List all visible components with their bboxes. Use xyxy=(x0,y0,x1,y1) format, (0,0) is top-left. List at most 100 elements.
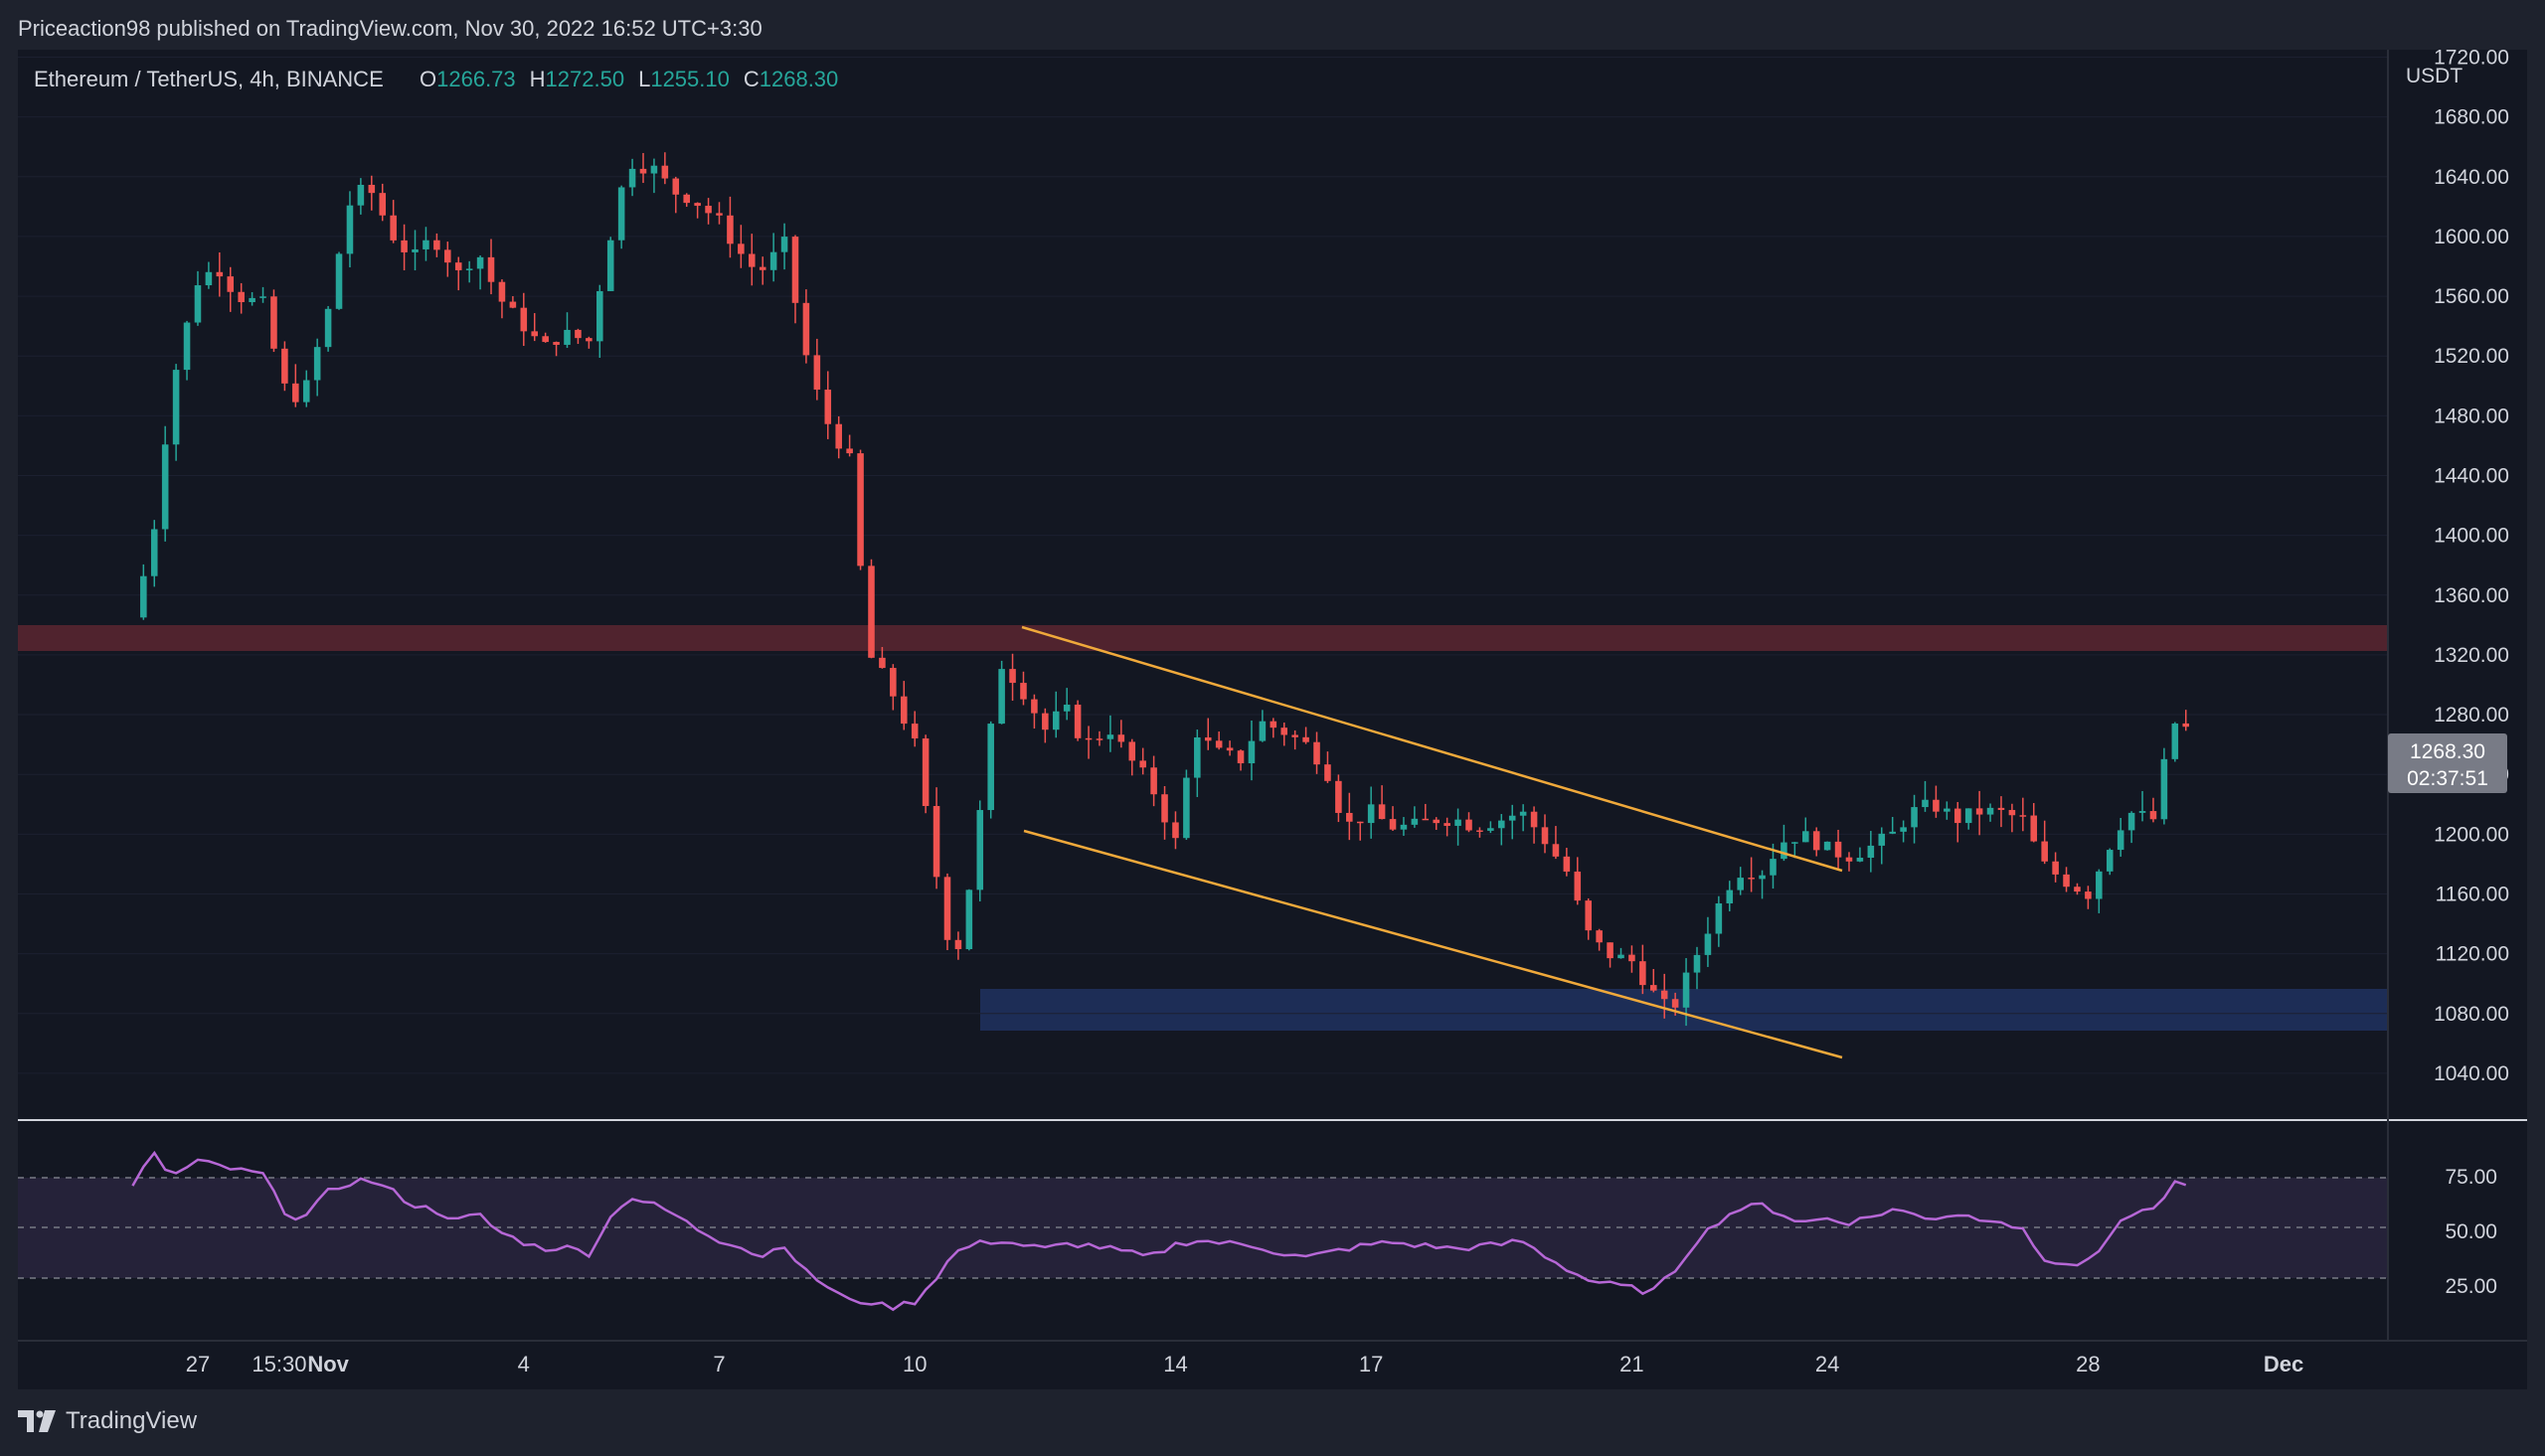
candle-body xyxy=(216,271,224,277)
candle-body xyxy=(1313,741,1320,765)
candle-body xyxy=(2019,815,2027,817)
price-tick-label: 1720.00 xyxy=(2434,50,2509,70)
candle-body xyxy=(346,205,354,254)
candle-body xyxy=(998,669,1005,725)
candle-body xyxy=(498,281,506,302)
candle-body xyxy=(2127,812,2135,831)
candle-body xyxy=(1161,794,1168,823)
candle-body xyxy=(542,336,549,343)
candle-body xyxy=(1443,823,1450,826)
candle-body xyxy=(2041,841,2048,862)
candle-body xyxy=(2160,758,2168,820)
candle-body xyxy=(1042,713,1049,730)
candle-body xyxy=(650,165,658,174)
candle-body xyxy=(487,256,495,282)
candle-body xyxy=(1671,999,1679,1008)
channel-lower-line xyxy=(1023,829,1843,1059)
candle-body xyxy=(368,184,376,194)
candle-body xyxy=(454,262,462,270)
candle-body xyxy=(1639,961,1646,986)
candle-body xyxy=(1737,878,1744,890)
candle-body xyxy=(1031,699,1038,714)
candle-body xyxy=(1248,740,1256,764)
candle-body xyxy=(1074,705,1082,738)
candle-body xyxy=(606,240,614,291)
price-tick-label: 1200.00 xyxy=(2434,823,2509,846)
price-tick-label: 1040.00 xyxy=(2434,1062,2509,1085)
candle-body xyxy=(270,296,277,349)
price-tick-label: 1600.00 xyxy=(2434,226,2509,248)
price-axis[interactable]: 1720.00 1680.00 1640.00 1600.00 1560.00 1520.… xyxy=(2434,50,2509,1085)
candle-body xyxy=(628,168,636,188)
candle-body xyxy=(1748,878,1755,880)
candle-body xyxy=(433,240,440,250)
chart-frame[interactable]: Ethereum / TetherUS, 4h, BINANCE O1266.7… xyxy=(18,50,2527,1389)
candle-body xyxy=(1117,734,1125,742)
rsi-axis: 75.00 50.00 25.00 xyxy=(2445,1166,2497,1298)
candle-body xyxy=(1215,740,1223,748)
price-tick-label: 1560.00 xyxy=(2434,285,2509,308)
price-tick-label: 1680.00 xyxy=(2434,106,2509,129)
candle-body xyxy=(890,668,897,697)
candle-body xyxy=(1204,736,1212,741)
channel-upper-line xyxy=(1021,625,1843,873)
candle-body xyxy=(639,168,647,174)
candle-body xyxy=(749,253,756,267)
candle-body xyxy=(423,240,429,249)
candle-body xyxy=(1922,799,1929,808)
candle-body xyxy=(194,285,202,323)
candle-body xyxy=(617,187,625,241)
candle-body xyxy=(759,266,766,270)
candle-body xyxy=(1280,728,1288,735)
candle-body xyxy=(281,348,288,384)
rsi-tick-label: 75.00 xyxy=(2445,1166,2497,1189)
candle-body xyxy=(1986,807,1994,815)
candle-body xyxy=(1150,767,1157,795)
candle-body xyxy=(1194,736,1201,778)
candle-body xyxy=(1128,741,1136,761)
time-axis[interactable]: 27 15:30 Nov 4 7 10 14 17 21 24 28 Dec xyxy=(186,1352,2304,1376)
low-value: 1255.10 xyxy=(650,67,730,91)
publisher-text: Priceaction98 published on TradingView.c… xyxy=(18,16,763,41)
rsi-line xyxy=(131,1150,2187,1312)
candle-body xyxy=(1715,902,1723,934)
time-tick-label: Nov xyxy=(307,1352,349,1376)
candle-body xyxy=(1335,780,1342,813)
resistance-zone xyxy=(18,625,2388,651)
candle-body xyxy=(1682,972,1690,1008)
chart-canvas[interactable]: Ethereum / TetherUS, 4h, BINANCE O1266.7… xyxy=(18,50,2527,1389)
symbol-name: Ethereum / TetherUS, 4h, BINANCE xyxy=(34,67,384,91)
time-tick-label: 15:30 xyxy=(252,1352,306,1376)
candle-body xyxy=(2085,891,2092,899)
bar-countdown: 02:37:51 xyxy=(2407,767,2488,790)
price-tick-label: 1480.00 xyxy=(2434,404,2509,427)
candle-body xyxy=(1997,807,2005,810)
candle-body xyxy=(1378,804,1386,820)
candle-body xyxy=(1596,930,1603,943)
price-tick-label: 1120.00 xyxy=(2436,943,2509,966)
candle-body xyxy=(1498,820,1505,829)
candle-body xyxy=(868,566,875,658)
candle-body xyxy=(357,184,365,206)
candle-body xyxy=(943,877,951,940)
candle-body xyxy=(379,193,387,216)
time-tick-label: 28 xyxy=(2076,1352,2100,1376)
candle-body xyxy=(1009,669,1016,684)
candle-body xyxy=(1172,822,1179,839)
candle-body xyxy=(738,243,745,254)
tradingview-logo[interactable]: TradingView xyxy=(18,1407,197,1435)
candle-body xyxy=(1356,821,1364,824)
candle-body xyxy=(769,251,777,270)
rsi-tick-label: 25.00 xyxy=(2445,1275,2497,1298)
candle-body xyxy=(1465,819,1472,831)
tradingview-logo-icon xyxy=(18,1410,56,1432)
candle-body xyxy=(302,380,310,403)
candle-body xyxy=(2149,811,2157,820)
candle-body xyxy=(238,291,245,303)
candle-body xyxy=(1801,831,1809,843)
candle-body xyxy=(835,423,842,449)
candle-body xyxy=(1411,818,1419,825)
candle-body xyxy=(1302,736,1309,742)
candle-body xyxy=(1096,738,1103,740)
candle-body xyxy=(183,322,191,371)
